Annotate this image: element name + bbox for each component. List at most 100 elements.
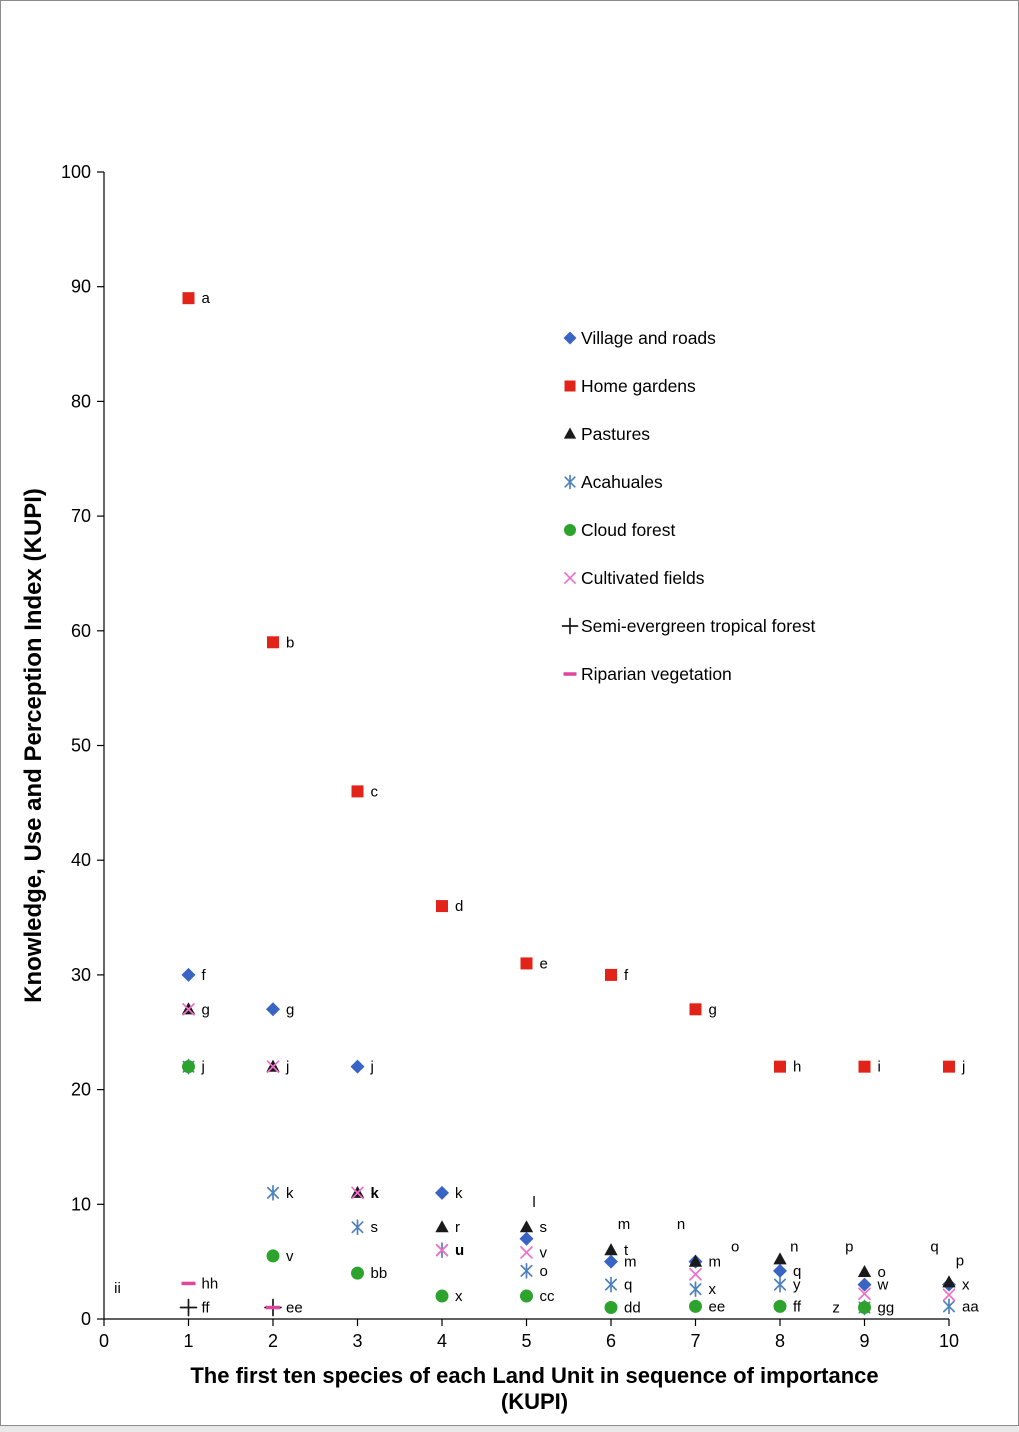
legend-x-icon [564, 572, 576, 584]
point-acahuales [266, 1184, 280, 1201]
y-tick-label: 50 [71, 736, 91, 756]
point-village-and-roads [266, 1002, 280, 1017]
x-tick-label: 5 [521, 1331, 531, 1351]
point-label: s [371, 1219, 379, 1236]
point-village-and-roads [350, 1059, 365, 1074]
point-home-gardens [858, 1060, 871, 1073]
point-label: hh [202, 1275, 219, 1292]
point-acahuales [689, 1281, 702, 1298]
point-home-gardens [182, 292, 195, 305]
legend-circle-icon [564, 524, 576, 536]
point-pastures [604, 1243, 618, 1256]
point-label: gg [878, 1300, 895, 1317]
point-label: t [624, 1242, 629, 1259]
point-label: r [455, 1219, 460, 1236]
y-axis-title: Knowledge, Use and Perception Index (KUP… [20, 488, 47, 1003]
point-label: i [878, 1059, 881, 1076]
point-cultivated-fields [689, 1267, 702, 1281]
point-cultivated-fields [435, 1243, 449, 1257]
legend-item-cloud-forest: Cloud forest [564, 520, 675, 540]
point-label: q [793, 1263, 801, 1280]
point-cloud-forest [351, 1266, 364, 1280]
series-riparian-vegetation: hh [181, 1275, 280, 1310]
x-tick-label: 6 [606, 1331, 616, 1351]
y-tick-label: 70 [71, 506, 91, 526]
legend-label: Acahuales [581, 472, 663, 492]
annotation-label: l [532, 1194, 535, 1211]
point-label: g [286, 1001, 294, 1018]
point-pastures [942, 1275, 956, 1288]
point-cloud-forest [773, 1299, 787, 1313]
point-label: x [709, 1281, 717, 1298]
point-label: y [793, 1277, 801, 1294]
point-label: h [793, 1059, 801, 1076]
legend-label: Semi-evergreen tropical forest [581, 616, 816, 636]
point-label: w [877, 1277, 889, 1294]
annotations: ii l m n o n p q p z [114, 1194, 964, 1317]
point-label: o [540, 1263, 548, 1280]
point-label: u [455, 1242, 464, 1259]
x-tick-label: 3 [352, 1331, 362, 1351]
point-label: k [455, 1185, 463, 1202]
point-cultivated-fields [182, 1002, 195, 1016]
x-tick-label: 8 [775, 1331, 785, 1351]
point-cloud-forest [689, 1299, 702, 1313]
point-label: j [285, 1059, 289, 1076]
point-cultivated-fields [351, 1186, 364, 1200]
point-label: g [202, 1001, 210, 1018]
legend-label: Cultivated fields [581, 568, 705, 588]
legend-diamond-icon [563, 331, 577, 345]
legend-item-riparian-vegetation: Riparian vegetation [563, 664, 732, 684]
point-home-gardens [689, 1003, 702, 1016]
point-label: cc [540, 1288, 556, 1305]
point-label: a [202, 290, 211, 307]
y-tick-label: 60 [71, 621, 91, 641]
x-tick-label: 0 [99, 1331, 109, 1351]
point-home-gardens [351, 785, 364, 798]
point-home-gardens [436, 900, 448, 913]
x-tick-label: 2 [268, 1331, 278, 1351]
point-label: c [371, 783, 379, 800]
point-home-gardens [774, 1060, 786, 1073]
axes: 0 10 20 30 40 50 60 70 80 90 100 0 1 2 3 4 5 6 7 8 9 10 [61, 162, 959, 1351]
point-home-gardens [267, 636, 279, 649]
legend-triangle-icon [563, 427, 577, 439]
series-cloud-forest: j v bb x cc dd ee ff gg [182, 1059, 894, 1317]
x-tick-label: 1 [183, 1331, 193, 1351]
point-village-and-roads [857, 1277, 872, 1292]
series-semi-evergreen-tropical-forest: ff ee [179, 1298, 303, 1317]
legend-label: Village and roads [581, 328, 716, 348]
point-home-gardens [520, 957, 533, 970]
point-pastures [688, 1254, 703, 1267]
point-label: k [286, 1185, 294, 1202]
y-tick-label: 30 [71, 965, 91, 985]
point-cultivated-fields [266, 1060, 280, 1073]
point-village-and-roads [435, 1185, 449, 1200]
point-cultivated-fields [858, 1287, 871, 1301]
point-label: ff [202, 1300, 211, 1317]
annotation-label: n [677, 1216, 685, 1233]
point-village-and-roads [519, 1231, 534, 1246]
point-label: j [201, 1059, 205, 1076]
y-tick-label: 40 [71, 850, 91, 870]
point-village-and-roads [604, 1254, 618, 1269]
point-cultivated-fields [520, 1246, 533, 1259]
series-cultivated-fields: v [182, 1002, 956, 1302]
y-tick-label: 0 [81, 1309, 91, 1329]
annotation-label: m [618, 1216, 631, 1233]
point-pastures [773, 1252, 787, 1265]
annotation-label: q [930, 1239, 938, 1256]
legend-item-village-and-roads: Village and roads [563, 328, 716, 348]
annotation-label: p [845, 1239, 853, 1256]
annotation-label: z [832, 1300, 840, 1317]
point-label: j [961, 1059, 965, 1076]
point-village-and-roads [773, 1263, 787, 1278]
legend-label: Home gardens [581, 376, 696, 396]
point-label: v [286, 1248, 294, 1265]
y-tick-label: 10 [71, 1194, 91, 1214]
point-label: s [540, 1219, 548, 1236]
